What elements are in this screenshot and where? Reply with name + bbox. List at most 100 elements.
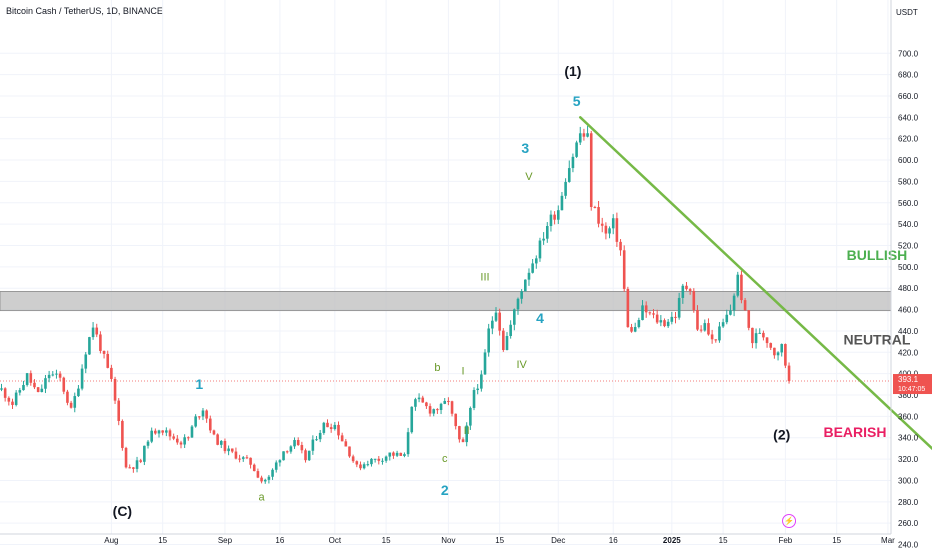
candle (773, 347, 776, 359)
lightning-icon: ⚡ (784, 516, 794, 526)
candle (692, 288, 696, 313)
candle (652, 309, 655, 319)
candle (234, 447, 238, 460)
candle (564, 178, 567, 199)
y-tick-label: 380.0 (898, 391, 919, 400)
candle (66, 389, 69, 406)
annotations: (1) 5 3 V III 4 IV Ib 1 II c 2 a (C) (2) BULLISH NEUTRAL… (113, 63, 911, 519)
candle (216, 433, 219, 446)
candle (318, 430, 322, 443)
wave-label[interactable]: 4 (536, 310, 544, 326)
candle (384, 455, 388, 463)
candle (307, 450, 311, 461)
candle (553, 211, 556, 225)
x-tick-label: Feb (778, 536, 792, 545)
candle (674, 311, 677, 324)
wave-label[interactable]: 5 (573, 93, 581, 109)
candle (135, 456, 139, 473)
event-marker-icon[interactable] (782, 514, 797, 528)
candle (699, 325, 703, 333)
candle (736, 271, 740, 298)
x-tick-label: 16 (275, 536, 284, 545)
candle (249, 457, 252, 469)
price-tag-countdown: 10:47:05 (898, 386, 925, 393)
candle (450, 400, 454, 417)
candle (14, 390, 18, 407)
candle (252, 463, 256, 472)
wave-label[interactable]: NEUTRAL (844, 331, 911, 347)
trendline[interactable] (579, 116, 932, 510)
y-tick-label: 420.0 (898, 348, 919, 357)
candle (483, 349, 487, 375)
candle (117, 398, 121, 426)
wave-label[interactable]: I (462, 365, 465, 377)
candle (223, 438, 227, 454)
candle (241, 456, 245, 462)
wave-label[interactable]: c (442, 453, 448, 465)
candle (362, 462, 366, 470)
candle (524, 279, 527, 292)
candle (461, 437, 465, 443)
y-tick-label: 560.0 (898, 199, 919, 208)
x-axis[interactable]: Aug15Sep16Oct15Nov15Dec16202515Feb15Mar1… (104, 536, 932, 545)
wave-label[interactable]: (1) (564, 63, 581, 79)
candle (421, 395, 425, 403)
y-tick-label: 600.0 (898, 156, 919, 165)
candle (201, 408, 205, 421)
candle (567, 160, 571, 183)
wave-label[interactable]: (2) (773, 426, 790, 442)
currency-label[interactable]: USDT (896, 8, 918, 17)
candle (549, 210, 553, 232)
candle (230, 448, 234, 454)
candle (146, 439, 150, 449)
candle (608, 226, 611, 239)
candle (425, 401, 428, 409)
wave-label[interactable]: IV (516, 359, 527, 371)
candle (274, 460, 278, 473)
wave-label[interactable]: BULLISH (847, 247, 908, 263)
y-tick-label: 500.0 (898, 263, 919, 272)
candle (666, 319, 670, 328)
candle (333, 422, 337, 431)
wave-label[interactable]: 1 (195, 376, 203, 392)
candle (729, 304, 732, 316)
wave-label[interactable]: V (525, 171, 533, 183)
candle (36, 387, 40, 393)
candle (187, 436, 190, 441)
candle (784, 343, 787, 369)
candle (406, 427, 410, 457)
wave-label[interactable]: (C) (113, 503, 132, 519)
wave-label[interactable]: 2 (441, 482, 449, 498)
candle (502, 328, 505, 352)
price-tag[interactable]: 393.1 10:47:05 (893, 374, 932, 395)
candle (560, 191, 564, 211)
wave-label[interactable]: II (464, 425, 470, 437)
wave-label[interactable]: a (259, 491, 266, 503)
candle (62, 376, 66, 395)
candle (227, 445, 230, 456)
candle (154, 428, 157, 435)
wave-label[interactable]: b (434, 362, 440, 374)
y-tick-label: 540.0 (898, 220, 919, 229)
candle (0, 383, 3, 392)
candle (366, 460, 370, 467)
candle (762, 330, 765, 341)
wave-label[interactable]: 3 (521, 140, 529, 156)
candle (238, 454, 241, 463)
candle (183, 434, 186, 449)
candle (732, 293, 736, 317)
candle (542, 232, 545, 245)
candle (190, 424, 194, 438)
y-axis[interactable]: 240.0 260.0 280.0 300.0 320.0 340.0 360.0 380.0… (898, 49, 919, 549)
resistance-zone[interactable] (0, 291, 892, 312)
candle (271, 468, 274, 480)
candle (776, 351, 780, 361)
y-tick-label: 580.0 (898, 177, 919, 186)
wave-label[interactable]: III (480, 271, 489, 283)
x-tick-label: 15 (382, 536, 391, 545)
wave-label[interactable]: BEARISH (823, 424, 886, 440)
x-tick-label: Sep (218, 536, 233, 545)
candle (84, 351, 88, 374)
